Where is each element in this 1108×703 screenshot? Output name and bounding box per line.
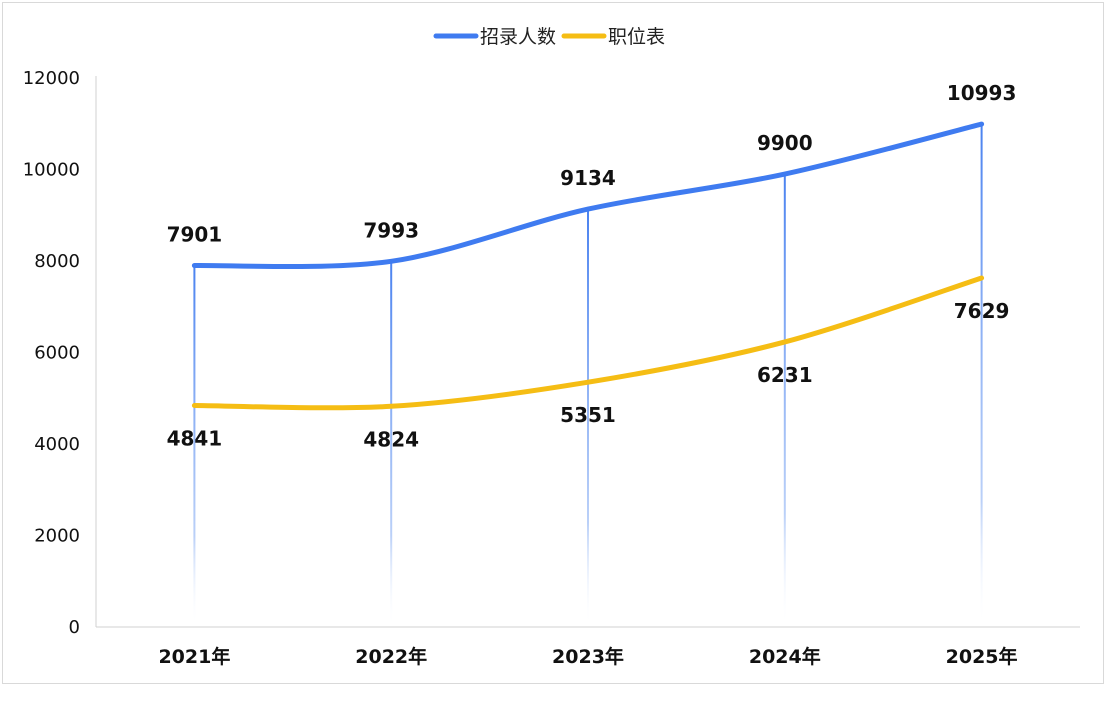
data-label: 10993 (947, 81, 1017, 105)
legend-label: 职位表 (608, 26, 665, 48)
data-label: 7629 (954, 299, 1010, 323)
data-label: 4841 (167, 427, 223, 451)
data-label: 5351 (560, 403, 616, 427)
legend-item: 职位表 (561, 26, 665, 48)
x-tick-label: 2025年 (946, 645, 1018, 668)
data-label: 7901 (167, 223, 223, 247)
data-label: 7993 (363, 218, 419, 242)
chart-frame (2, 2, 1104, 684)
data-label: 9900 (757, 131, 813, 155)
y-tick-label: 2000 (34, 526, 80, 547)
drop-line (980, 124, 983, 627)
data-label: 6231 (757, 363, 813, 387)
y-tick-label: 6000 (34, 343, 80, 364)
data-label: 9134 (560, 166, 616, 190)
axes: 0 2000 4000 6000 8000 10000 12000 2021年 2022年 202… (23, 68, 1080, 668)
x-tick-label: 2024年 (749, 645, 821, 668)
drop-line (587, 209, 589, 627)
drop-line (783, 174, 786, 627)
x-tick-label: 2023年 (552, 645, 624, 668)
y-tick-label: 10000 (23, 160, 80, 181)
series-line-1 (191, 121, 985, 270)
drop-lines (193, 124, 983, 627)
y-tick-label: 4000 (34, 434, 80, 455)
y-tick-label: 12000 (23, 68, 80, 89)
drop-line (193, 265, 196, 627)
data-labels: 7901 7993 9134 9900 10993 4841 4824 5351 6231 762… (167, 81, 1017, 451)
legend-item: 招录人数 (433, 26, 556, 48)
data-label: 4824 (363, 427, 419, 451)
y-tick-label: 8000 (34, 251, 80, 272)
drop-line (390, 261, 393, 627)
x-tick-label: 2021年 (158, 645, 230, 668)
series-group (191, 121, 985, 411)
legend-label: 招录人数 (480, 26, 556, 48)
y-tick-label: 0 (69, 617, 80, 638)
series-line-2 (191, 275, 985, 411)
x-tick-label: 2022年 (355, 645, 427, 668)
legend: 招录人数 职位表 (433, 26, 665, 48)
